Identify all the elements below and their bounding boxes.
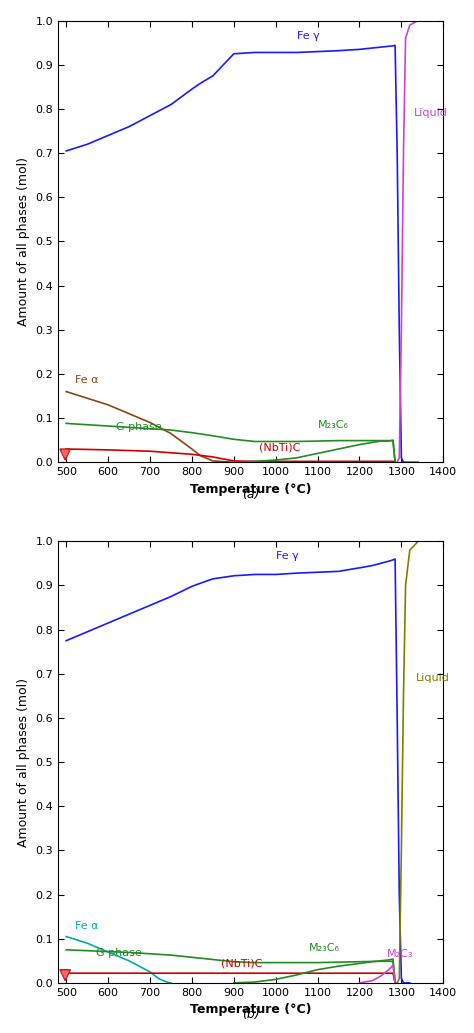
Polygon shape xyxy=(62,971,68,978)
Text: M₂C₃: M₂C₃ xyxy=(387,948,413,959)
X-axis label: Temperature (°C): Temperature (°C) xyxy=(190,1003,311,1016)
Text: (a): (a) xyxy=(242,488,259,501)
Text: Fe γ: Fe γ xyxy=(297,31,319,40)
Polygon shape xyxy=(60,449,71,460)
Text: Fe α: Fe α xyxy=(74,920,98,931)
Text: M₂₃C₆: M₂₃C₆ xyxy=(318,420,348,431)
Text: (NbTi)C: (NbTi)C xyxy=(259,442,301,452)
Text: (b): (b) xyxy=(242,1008,259,1022)
Polygon shape xyxy=(62,450,68,457)
Text: G phase: G phase xyxy=(96,948,141,959)
Y-axis label: Amount of all phases (mol): Amount of all phases (mol) xyxy=(17,678,30,847)
X-axis label: Temperature (°C): Temperature (°C) xyxy=(190,482,311,496)
Text: G phase: G phase xyxy=(117,422,162,432)
Text: (NbTi)C: (NbTi)C xyxy=(221,959,263,968)
Polygon shape xyxy=(60,970,71,980)
Text: Liquid: Liquid xyxy=(416,672,450,683)
Y-axis label: Amount of all phases (mol): Amount of all phases (mol) xyxy=(17,157,30,326)
Text: M₂₃C₆: M₂₃C₆ xyxy=(309,943,340,952)
Text: Liquid: Liquid xyxy=(414,107,448,118)
Text: Fe α: Fe α xyxy=(74,375,98,385)
Text: Fe γ: Fe γ xyxy=(276,552,299,561)
